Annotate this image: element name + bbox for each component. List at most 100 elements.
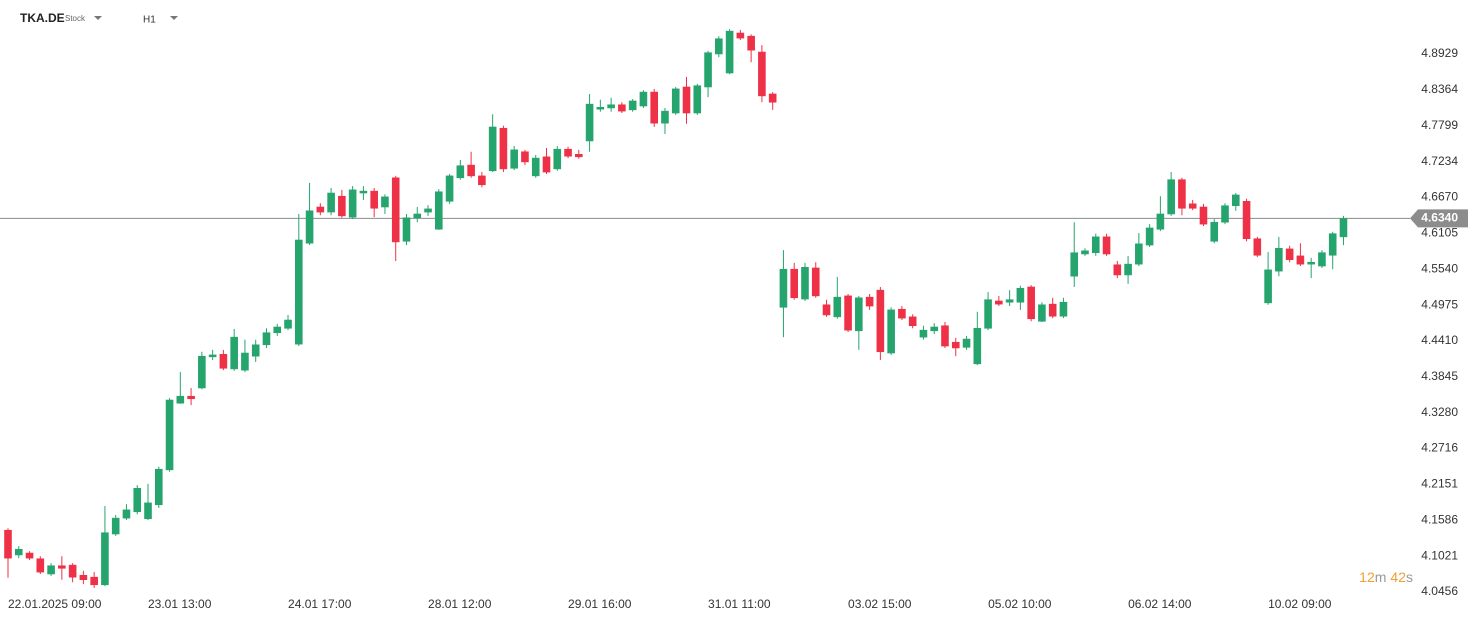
candle-body: [478, 175, 486, 186]
candle-body: [391, 177, 400, 243]
candle-body: [1081, 250, 1089, 255]
candle-body: [725, 30, 734, 74]
candle-body: [4, 529, 12, 559]
x-tick-label: 06.02 14:00: [1128, 597, 1192, 611]
candle-body: [1221, 205, 1229, 223]
candle-body: [499, 127, 508, 170]
candle-body: [1285, 248, 1294, 260]
candle-body: [68, 564, 77, 578]
candle-body: [758, 51, 766, 97]
candle-body: [402, 217, 411, 242]
candle-body: [1016, 287, 1025, 303]
candle-body: [736, 32, 745, 39]
countdown-unit: s: [1406, 569, 1413, 585]
x-tick-label: 24.01 17:00: [288, 597, 352, 611]
candle-body: [1264, 269, 1272, 304]
candle-body: [1091, 236, 1100, 254]
candle-body: [445, 175, 454, 202]
candle-body: [1048, 303, 1057, 317]
candle-body: [930, 326, 939, 332]
candle-body: [704, 52, 712, 88]
x-tick-label: 05.02 10:00: [988, 597, 1052, 611]
x-tick-label: 28.01 12:00: [428, 597, 492, 611]
candle-body: [338, 195, 346, 217]
candle-body: [122, 509, 131, 519]
x-tick-label: 10.02 09:00: [1268, 597, 1332, 611]
candle-body: [542, 156, 551, 173]
candle-body: [262, 332, 271, 346]
candle-body: [165, 399, 174, 471]
candle-body: [90, 576, 98, 586]
candle-body: [1210, 221, 1219, 242]
candle-body: [908, 316, 917, 327]
y-tick-label: 4.1021: [1421, 548, 1458, 562]
candle-body: [176, 395, 185, 404]
candle-body: [822, 304, 831, 316]
x-tick-label: 23.01 13:00: [148, 597, 212, 611]
candle-body: [251, 344, 260, 357]
candle-body: [381, 196, 389, 208]
candle-body: [1059, 301, 1068, 317]
candle-body: [585, 103, 594, 142]
countdown: 12m 42s: [1359, 569, 1413, 585]
candle-body: [1253, 238, 1262, 256]
candle-body: [1188, 203, 1197, 209]
last-price-tag: [1410, 209, 1468, 228]
candle-body: [219, 354, 228, 369]
candle-body: [919, 329, 928, 338]
interval[interactable]: H1: [143, 15, 156, 26]
candle-body: [1275, 247, 1283, 272]
candle-body: [531, 157, 540, 177]
candle-body: [553, 148, 562, 170]
candle-body: [951, 341, 960, 349]
candle-body: [47, 565, 55, 575]
candle-body: [273, 326, 282, 334]
candle-body: [1231, 194, 1240, 207]
candle-body: [887, 309, 895, 354]
y-tick-label: 4.2716: [1421, 441, 1458, 455]
candle-body: [747, 35, 755, 51]
candle-body: [682, 86, 691, 114]
candle-body: [1318, 252, 1326, 267]
candle-body: [36, 558, 45, 573]
candle-body: [467, 164, 475, 177]
candle-body: [607, 104, 615, 109]
candle-body: [424, 208, 432, 213]
candle-body: [1070, 252, 1079, 277]
symbol[interactable]: TKA.DE: [20, 11, 65, 25]
candle-body: [1135, 243, 1143, 265]
candle-body: [1124, 263, 1132, 276]
candle-body: [575, 153, 583, 158]
last-price-label: 4.6340: [1421, 211, 1458, 225]
countdown-unit: m: [1375, 569, 1387, 585]
candle-body: [1102, 236, 1111, 255]
candle-body: [628, 100, 637, 111]
candle-body: [111, 517, 120, 535]
x-tick-label: 29.01 16:00: [568, 597, 632, 611]
candle-body: [187, 395, 195, 400]
candle-body: [510, 149, 518, 169]
candle-body: [1038, 304, 1046, 322]
candle-body: [661, 110, 669, 124]
y-tick-label: 4.5540: [1421, 261, 1458, 275]
candle-body: [1199, 206, 1208, 225]
y-tick-label: 4.4410: [1421, 333, 1458, 347]
interval-dropdown[interactable]: [170, 16, 178, 20]
candle-body: [855, 297, 863, 332]
symbol-dropdown[interactable]: [94, 16, 102, 20]
candle-body: [1005, 299, 1014, 303]
countdown-seconds: 42: [1390, 569, 1406, 585]
y-tick-label: 4.3845: [1421, 369, 1458, 383]
y-tick-label: 4.7799: [1421, 118, 1458, 132]
candle-body: [1339, 218, 1348, 238]
candle-body: [811, 267, 820, 297]
candle-body: [1328, 233, 1337, 256]
candle-body: [1027, 286, 1035, 320]
y-tick-label: 4.4975: [1421, 297, 1458, 311]
countdown-minutes: 12: [1359, 569, 1375, 585]
candle-body: [327, 192, 335, 213]
candle-body: [1178, 179, 1186, 209]
candle-body: [564, 148, 572, 157]
candle-body: [359, 190, 368, 194]
